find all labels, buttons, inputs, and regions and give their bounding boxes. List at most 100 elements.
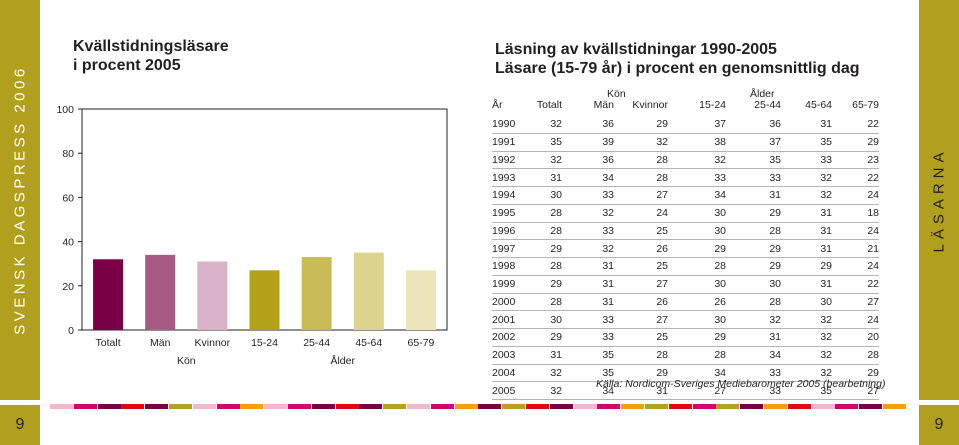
x-tick-label: 45-64 xyxy=(355,337,382,349)
table-cell: 33 xyxy=(562,310,614,329)
color-strip-segment xyxy=(335,404,359,409)
column-header: År xyxy=(492,98,503,111)
bar-män xyxy=(145,254,176,330)
chart-title: Kvällstidningsläsare i procent 2005 xyxy=(73,37,229,75)
table-cell: 31 xyxy=(726,186,781,205)
table-cell: 29 xyxy=(781,257,832,276)
table-title-line-2: Läsare (15-79 år) i procent en genomsnit… xyxy=(495,60,860,77)
table-cell: 25 xyxy=(614,222,668,241)
table-cell: 32 xyxy=(781,186,832,205)
table-cell: 29 xyxy=(614,116,668,134)
table-cell: 32 xyxy=(781,310,832,329)
y-tick-label: 80 xyxy=(62,148,74,160)
table-cell: 28 xyxy=(526,222,562,241)
source-note: Källa: Nordicom-Sveriges Mediebarometer … xyxy=(596,378,886,390)
color-strip-segment xyxy=(73,404,97,409)
table-cell: 32 xyxy=(781,328,832,347)
table-cell: 33 xyxy=(781,151,832,170)
table-cell-year: 2005 xyxy=(492,381,526,400)
table-row: 1999 29 31 27 30 30 31 22 xyxy=(492,275,879,294)
table-cell: 32 xyxy=(781,168,832,187)
table-cell: 32 xyxy=(526,151,562,170)
table-cell: 22 xyxy=(832,168,879,187)
bar-15-24 xyxy=(249,270,280,330)
table-cell: 28 xyxy=(668,257,726,276)
color-strip-segment xyxy=(692,404,716,409)
table-cell: 24 xyxy=(832,186,879,205)
table-cell: 31 xyxy=(562,257,614,276)
color-strip-segment xyxy=(240,404,264,409)
color-strip-segment xyxy=(597,404,621,409)
x-tick-label: 65-79 xyxy=(407,337,434,349)
column-header: Totalt xyxy=(536,98,562,111)
table-cell: 35 xyxy=(562,346,614,365)
table-cell: 33 xyxy=(726,381,781,400)
table-row: 1998 28 31 25 28 29 29 24 xyxy=(492,257,879,276)
y-tick-label: 100 xyxy=(56,104,74,116)
table-cell: 34 xyxy=(562,381,614,400)
table-cell: 28 xyxy=(614,168,668,187)
color-strip-segment xyxy=(216,404,240,409)
table-cell: 39 xyxy=(562,133,614,152)
table-cell: 26 xyxy=(668,293,726,312)
table-cell-year: 2001 xyxy=(492,310,526,329)
page-number-right: 9 xyxy=(919,405,959,445)
page-number-left: 9 xyxy=(0,405,40,445)
column-header: 45-64 xyxy=(805,98,832,111)
table-cell: 29 xyxy=(832,364,879,383)
table-cell: 30 xyxy=(668,222,726,241)
color-strip-segment xyxy=(621,404,645,409)
table-cell: 31 xyxy=(781,204,832,223)
table-cell: 32 xyxy=(562,204,614,223)
y-tick-label: 60 xyxy=(62,192,74,204)
table-cell: 22 xyxy=(832,275,879,294)
color-strip-segment xyxy=(811,404,835,409)
table-cell-year: 1998 xyxy=(492,257,526,276)
table-cell: 32 xyxy=(526,116,562,134)
table-title: Läsning av kvällstidningar 1990-2005 Läs… xyxy=(495,40,860,78)
table-cell-year: 2003 xyxy=(492,346,526,365)
column-header: 25-44 xyxy=(754,98,781,111)
bar-65-79 xyxy=(405,270,436,330)
table-cell-year: 2000 xyxy=(492,293,526,312)
table-cell: 33 xyxy=(562,222,614,241)
table-cell-year: 1994 xyxy=(492,186,526,205)
table-cell: 30 xyxy=(726,275,781,294)
color-strip-segment xyxy=(645,404,668,409)
table-row: 1990 32 36 29 37 36 31 22 xyxy=(492,116,879,134)
table-row: 2002 29 33 25 29 31 32 20 xyxy=(492,328,879,347)
table-cell: 33 xyxy=(562,186,614,205)
bar-totalt xyxy=(93,259,124,330)
table-cell: 32 xyxy=(668,151,726,170)
table-cell: 35 xyxy=(781,381,832,400)
data-table: År Totalt Män Kvinnor 15-24 25-44 45-64 … xyxy=(492,98,879,400)
color-strip-segment xyxy=(835,404,859,409)
table-cell: 28 xyxy=(526,204,562,223)
table-cell: 31 xyxy=(781,116,832,134)
table-cell: 37 xyxy=(726,133,781,152)
table-cell: 31 xyxy=(726,328,781,347)
table-cell: 34 xyxy=(562,168,614,187)
color-strip-segment xyxy=(526,404,549,409)
table-row: 1994 30 33 27 34 31 32 24 xyxy=(492,186,879,205)
table-cell: 31 xyxy=(526,346,562,365)
table-row: 1993 31 34 28 33 33 32 22 xyxy=(492,168,879,187)
color-strip-segment xyxy=(121,404,145,409)
table-row: 1991 35 39 32 38 37 35 29 xyxy=(492,133,879,152)
color-strip-segment xyxy=(764,404,787,409)
table-cell: 34 xyxy=(726,346,781,365)
color-strip-segment xyxy=(787,404,811,409)
table-cell: 29 xyxy=(614,364,668,383)
table-cell-year: 2004 xyxy=(492,364,526,383)
table-cell: 28 xyxy=(726,293,781,312)
table-cell: 28 xyxy=(832,346,879,365)
table-row: 2005 32 34 31 27 33 35 27 xyxy=(492,381,879,400)
table-cell-year: 1991 xyxy=(492,133,526,152)
color-strip-segment xyxy=(883,404,906,409)
table-cell: 28 xyxy=(526,293,562,312)
table-cell: 30 xyxy=(526,310,562,329)
table-cell: 30 xyxy=(668,204,726,223)
color-strip-segment xyxy=(311,404,335,409)
table-cell: 30 xyxy=(668,275,726,294)
x-tick-label: Kvinnor xyxy=(195,337,231,349)
